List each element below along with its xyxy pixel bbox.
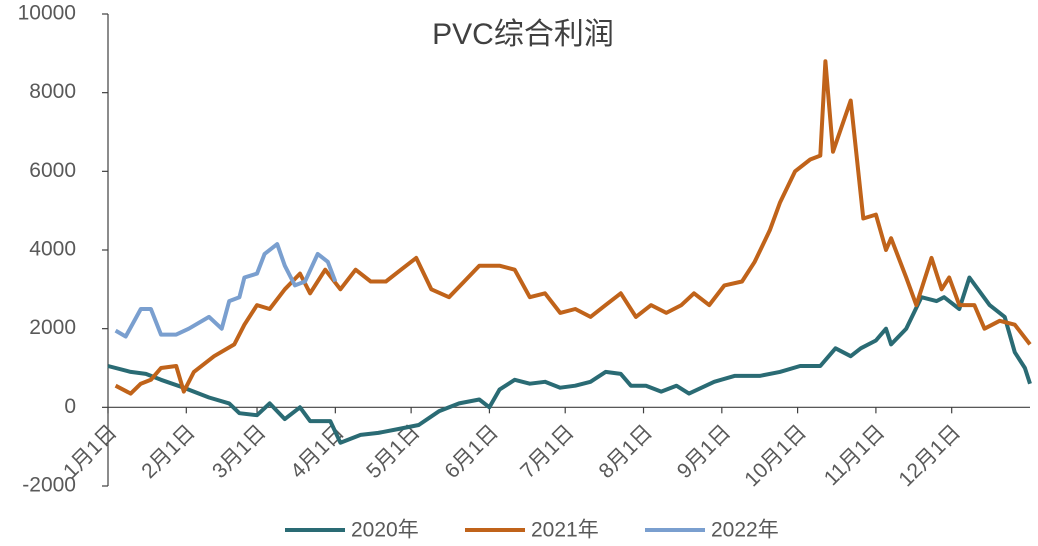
x-tick-label: 8月1日 xyxy=(594,421,656,483)
x-tick-label: 6月1日 xyxy=(440,421,502,483)
series-line xyxy=(114,242,338,339)
x-tick-label: 1月1日 xyxy=(59,421,121,483)
x-tick-label: 12月1日 xyxy=(894,421,965,492)
legend-label: 2020年 xyxy=(351,519,419,542)
x-tick-label: 9月1日 xyxy=(673,421,735,483)
y-tick-label: 10000 xyxy=(18,2,76,25)
y-tick-label: -2000 xyxy=(22,474,76,497)
x-tick-label: 4月1日 xyxy=(286,421,348,483)
legend-label: 2022年 xyxy=(711,519,779,542)
x-tick-label: 7月1日 xyxy=(516,421,578,483)
series-line xyxy=(107,275,1032,445)
y-tick-label: 8000 xyxy=(29,80,76,103)
y-tick-label: 2000 xyxy=(29,316,76,339)
y-tick-label: 4000 xyxy=(29,238,76,261)
x-tick-label: 3月1日 xyxy=(208,421,270,483)
series-line xyxy=(114,59,1032,396)
x-tick-label: 10月1日 xyxy=(740,421,811,492)
y-tick-label: 0 xyxy=(64,395,76,418)
legend-label: 2021年 xyxy=(531,519,599,542)
x-tick-label: 11月1日 xyxy=(820,421,890,491)
chart-title: PVC综合利润 xyxy=(432,18,614,51)
y-tick-label: 6000 xyxy=(29,159,76,182)
x-tick-label: 2月1日 xyxy=(137,421,199,483)
